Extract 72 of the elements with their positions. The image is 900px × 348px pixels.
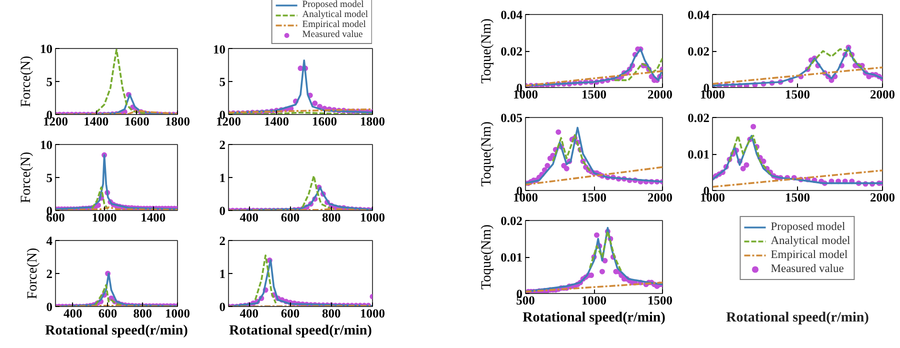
y-tick-label: 0.01	[688, 148, 710, 162]
y-tick-label: 0.02	[500, 44, 522, 58]
x-tick-label: 1000	[360, 306, 385, 320]
x-tick-label: 800	[322, 210, 341, 224]
y-tick-label: 5	[46, 171, 52, 185]
x-tick-label: 2000	[648, 88, 672, 102]
y-tick-label: 4	[46, 234, 54, 248]
legend-label: Proposed model	[302, 0, 364, 10]
x-tick-label: 1000	[582, 294, 606, 308]
y-tick-label: 2	[219, 138, 226, 152]
x-tick-label: 1400	[140, 210, 166, 224]
x-tick-label: 1000	[92, 210, 117, 224]
x-axis-title: Rotational speed(r/min)	[726, 310, 870, 326]
x-tick-label: 1500	[785, 88, 810, 102]
y-tick-label: 10	[213, 42, 226, 56]
x-tick-label: 1000	[360, 210, 385, 224]
x-tick-label: 1400	[84, 114, 109, 128]
legend-label: Empirical model	[302, 20, 366, 30]
y-tick-label: 0.02	[500, 214, 522, 228]
y-axis-title: Toque(Nm)	[480, 18, 495, 84]
legend-label: Analytical model	[770, 234, 850, 248]
y-tick-label: 10	[40, 138, 52, 152]
x-tick-label: 2000	[870, 88, 895, 102]
x-tick-label: 600	[280, 306, 300, 320]
y-tick-label: 5	[46, 75, 52, 89]
y-tick-label: 0.05	[500, 111, 522, 125]
y-axis-title: Force(N)	[19, 152, 34, 204]
legend-label: Measured value	[302, 30, 363, 40]
y-tick-label: 0	[219, 204, 226, 218]
y-tick-label: 0.04	[500, 8, 524, 22]
legend-label: Measured value	[770, 262, 844, 276]
x-tick-label: 600	[98, 306, 118, 320]
y-tick-label: 10	[40, 42, 52, 56]
x-tick-label: 1500	[785, 190, 810, 204]
y-axis-title: Force(N)	[25, 248, 40, 300]
x-tick-label: 800	[133, 306, 152, 320]
y-axis-title: Toque(Nm)	[480, 121, 495, 187]
x-tick-label: 1500	[582, 88, 606, 102]
x-tick-label: 1600	[312, 114, 337, 128]
x-tick-label: 400	[240, 306, 258, 320]
x-tick-label: 400	[64, 306, 82, 320]
y-axis-title: Force(N)	[19, 56, 34, 108]
y-tick-label: 1	[219, 171, 226, 185]
x-tick-label: 1800	[165, 114, 190, 128]
x-axis-title: Rotational speed(r/min)	[45, 324, 188, 338]
y-tick-label: 0.04	[688, 8, 710, 22]
legend-label: Proposed model	[770, 220, 846, 234]
y-tick-label: 0.01	[500, 250, 522, 264]
x-tick-label: 2000	[870, 190, 895, 204]
x-tick-label: 1400	[264, 114, 289, 128]
y-tick-label: 0.02	[688, 111, 710, 125]
y-tick-label: 0	[46, 300, 52, 314]
x-tick-label: 1000	[165, 306, 190, 320]
x-axis-title: Rotational speed(r/min)	[229, 324, 372, 338]
x-tick-label: 600	[280, 210, 300, 224]
y-tick-label: 2	[219, 234, 226, 248]
y-tick-label: 1	[219, 267, 226, 281]
y-tick-label: 0	[219, 300, 226, 314]
x-tick-label: 1600	[124, 114, 150, 128]
x-tick-label: 800	[322, 306, 341, 320]
y-tick-label: 5	[219, 75, 226, 89]
x-tick-label: 1800	[360, 114, 385, 128]
x-tick-label: 1500	[648, 294, 672, 308]
y-tick-label: 2	[46, 267, 52, 281]
x-tick-label: 1500	[582, 190, 606, 204]
x-axis-title: Rotational speed(r/min)	[522, 310, 666, 326]
x-tick-label: 400	[240, 210, 258, 224]
legend-label: Analytical model	[302, 10, 368, 20]
y-axis-title: Toque(Nm)	[480, 224, 495, 290]
x-tick-label: 2000	[648, 190, 672, 204]
y-tick-label: 0.02	[688, 44, 710, 58]
legend-label: Empirical model	[770, 248, 848, 262]
